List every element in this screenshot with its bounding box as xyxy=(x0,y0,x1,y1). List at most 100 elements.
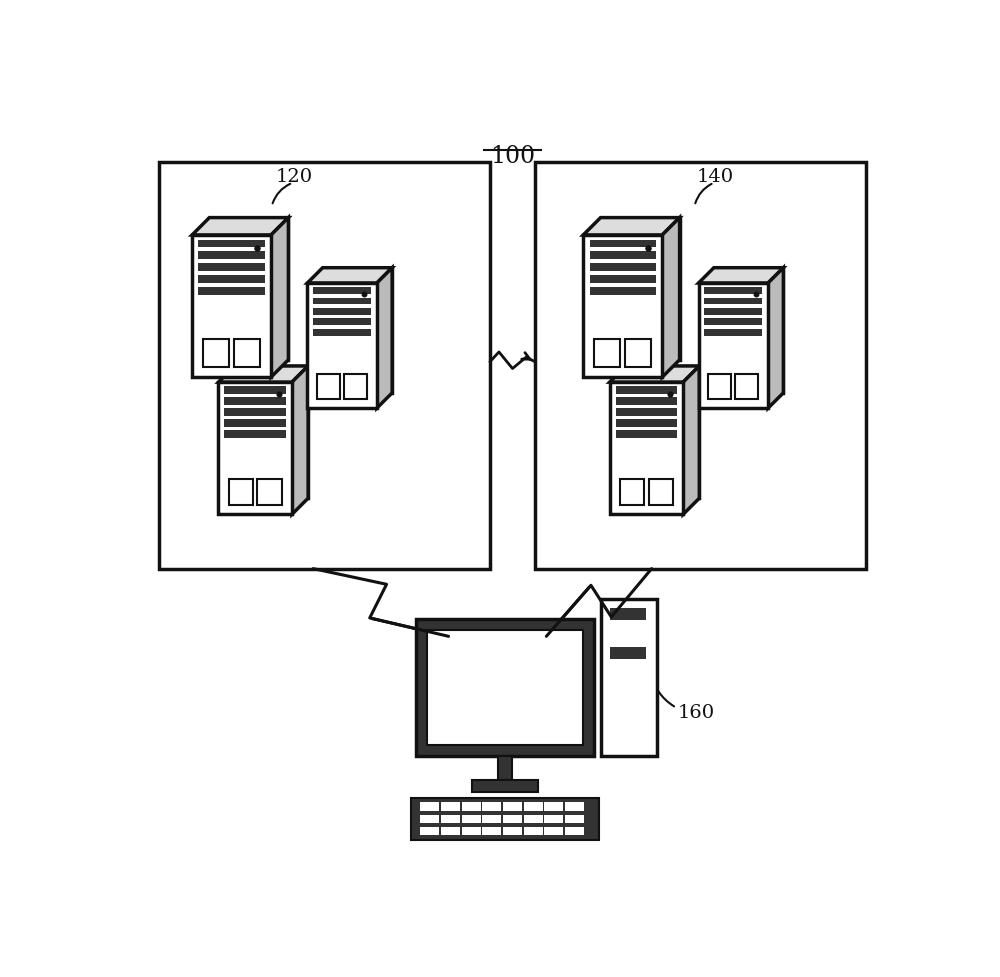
Bar xyxy=(198,276,265,283)
Bar xyxy=(224,431,286,438)
Bar xyxy=(257,479,282,505)
Bar xyxy=(649,479,673,505)
Bar xyxy=(524,827,543,835)
Polygon shape xyxy=(610,366,699,382)
Bar xyxy=(462,815,481,824)
Polygon shape xyxy=(307,268,392,283)
Bar xyxy=(427,630,583,744)
Text: 160: 160 xyxy=(678,704,715,722)
Bar xyxy=(565,827,584,835)
Bar xyxy=(544,802,563,811)
Bar xyxy=(704,298,762,305)
Bar xyxy=(313,308,371,315)
Bar xyxy=(616,431,677,438)
Bar xyxy=(524,815,543,824)
Bar xyxy=(224,387,286,394)
Bar xyxy=(462,802,481,811)
Bar xyxy=(313,298,371,305)
Bar xyxy=(198,251,265,259)
Bar xyxy=(704,308,762,315)
Bar xyxy=(625,339,651,367)
Bar xyxy=(420,802,439,811)
Text: 120: 120 xyxy=(276,168,313,187)
Bar xyxy=(590,251,656,259)
Bar xyxy=(198,239,265,247)
Bar xyxy=(441,827,460,835)
Bar xyxy=(313,328,371,335)
Bar xyxy=(601,599,657,756)
Bar xyxy=(708,374,731,400)
Bar xyxy=(218,382,292,514)
Bar xyxy=(616,398,677,404)
Bar xyxy=(735,374,758,400)
Polygon shape xyxy=(626,366,699,498)
Bar xyxy=(544,815,563,824)
Polygon shape xyxy=(601,218,680,360)
Bar xyxy=(590,239,656,247)
Bar xyxy=(441,815,460,824)
Bar xyxy=(616,387,677,394)
Bar xyxy=(416,619,594,756)
Bar xyxy=(462,827,481,835)
Bar xyxy=(704,287,762,294)
Text: 140: 140 xyxy=(697,168,734,187)
Bar xyxy=(610,608,646,620)
Bar xyxy=(344,374,367,400)
Bar xyxy=(472,781,538,791)
Bar xyxy=(503,827,522,835)
Bar xyxy=(503,815,522,824)
Bar xyxy=(313,287,371,294)
Bar xyxy=(420,815,439,824)
Polygon shape xyxy=(662,218,680,377)
Polygon shape xyxy=(377,268,392,408)
Bar xyxy=(610,647,646,658)
Bar xyxy=(203,339,229,367)
Bar xyxy=(159,162,490,569)
Polygon shape xyxy=(192,218,288,235)
Bar xyxy=(535,162,866,569)
Bar xyxy=(565,815,584,824)
Text: 100: 100 xyxy=(490,145,535,168)
Bar xyxy=(590,287,656,295)
Bar xyxy=(524,802,543,811)
Bar xyxy=(229,479,253,505)
Bar xyxy=(224,419,286,427)
Bar xyxy=(590,276,656,283)
Polygon shape xyxy=(714,268,783,393)
Polygon shape xyxy=(699,268,783,283)
Bar xyxy=(224,398,286,404)
Bar xyxy=(590,263,656,271)
Bar xyxy=(482,827,501,835)
Polygon shape xyxy=(271,218,288,377)
Bar xyxy=(616,408,677,416)
Bar xyxy=(317,374,340,400)
Bar xyxy=(616,419,677,427)
Bar xyxy=(420,827,439,835)
Polygon shape xyxy=(768,268,783,408)
Polygon shape xyxy=(209,218,288,360)
Bar xyxy=(498,756,512,781)
Bar xyxy=(307,283,377,408)
Bar xyxy=(610,382,683,514)
Bar xyxy=(441,802,460,811)
Bar xyxy=(583,235,662,377)
Bar xyxy=(313,319,371,325)
Bar xyxy=(594,339,620,367)
Bar xyxy=(198,287,265,295)
Bar xyxy=(482,802,501,811)
Polygon shape xyxy=(583,218,680,235)
Bar xyxy=(482,815,501,824)
Bar xyxy=(544,827,563,835)
Bar xyxy=(704,328,762,335)
Polygon shape xyxy=(292,366,308,514)
Polygon shape xyxy=(218,366,308,382)
Bar xyxy=(503,802,522,811)
Polygon shape xyxy=(323,268,392,393)
Bar xyxy=(192,235,271,377)
Bar xyxy=(565,802,584,811)
Bar xyxy=(620,479,644,505)
Polygon shape xyxy=(683,366,699,514)
Bar xyxy=(234,339,260,367)
Polygon shape xyxy=(235,366,308,498)
Bar xyxy=(699,283,768,408)
